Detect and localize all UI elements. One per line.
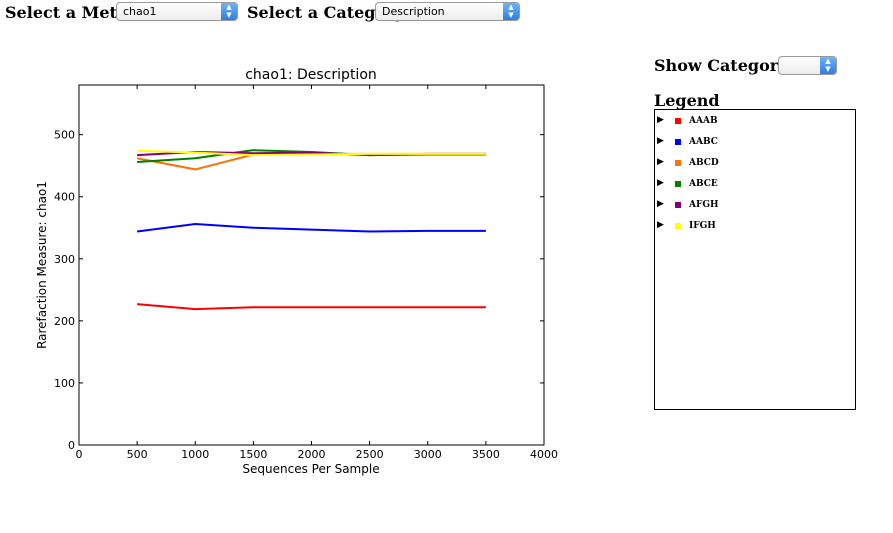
legend-item[interactable]: ▶ ABCD bbox=[655, 156, 845, 170]
legend-swatch bbox=[675, 139, 681, 145]
y-tick-label: 400 bbox=[54, 191, 75, 204]
y-tick-label: 500 bbox=[54, 129, 75, 142]
series-line-ifgh bbox=[137, 149, 486, 157]
x-tick-label: 1000 bbox=[181, 448, 209, 461]
chart-title: chao1: Description bbox=[245, 67, 377, 83]
series-line-aabc bbox=[136, 223, 486, 233]
legend-swatch bbox=[675, 160, 681, 166]
chevron-updown-icon: ▲ ▼ bbox=[221, 3, 237, 20]
chevron-updown-icon: ▲ ▼ bbox=[503, 3, 519, 20]
axis-ticks: 0 500 1000 1500 2000 2500 3000 3500 4000 0 100 200 3… bbox=[54, 85, 558, 461]
category-select-value: Description bbox=[382, 5, 445, 18]
legend-item-label: ABCD bbox=[689, 158, 719, 168]
series-line-aaab bbox=[137, 303, 486, 311]
x-tick-label: 500 bbox=[127, 448, 148, 461]
y-tick-label: 300 bbox=[54, 253, 75, 266]
x-tick-label: 1500 bbox=[239, 448, 267, 461]
legend-swatch bbox=[675, 118, 681, 124]
expand-triangle-icon[interactable]: ▶ bbox=[657, 178, 664, 188]
legend-heading: Legend bbox=[654, 91, 720, 110]
legend-swatch bbox=[675, 223, 681, 229]
legend-item[interactable]: ▶ AAAB bbox=[655, 114, 845, 128]
plot-frame bbox=[78, 84, 545, 446]
x-tick-label: 0 bbox=[76, 448, 83, 461]
metric-select-value: chao1 bbox=[123, 5, 157, 18]
legend-item-label: IFGH bbox=[689, 221, 716, 231]
expand-triangle-icon[interactable]: ▶ bbox=[657, 199, 664, 209]
legend-item-label: ABCE bbox=[689, 179, 718, 189]
legend-item[interactable]: ▶ AABC bbox=[655, 135, 845, 149]
x-tick-label: 3500 bbox=[472, 448, 500, 461]
legend-item-label: AABC bbox=[689, 137, 718, 147]
series-line-abcd bbox=[136, 152, 486, 171]
y-tick-label: 200 bbox=[54, 315, 75, 328]
legend-item-label: AAAB bbox=[689, 116, 718, 126]
show-categories-select[interactable]: ▲ ▼ bbox=[778, 56, 837, 75]
chevron-updown-icon: ▲ ▼ bbox=[820, 57, 836, 74]
legend-item-label: AFGH bbox=[689, 200, 719, 210]
y-tick-label: 100 bbox=[54, 377, 75, 390]
x-tick-label: 2500 bbox=[356, 448, 384, 461]
x-tick-label: 2000 bbox=[298, 448, 326, 461]
legend-item[interactable]: ▶ IFGH bbox=[655, 219, 845, 233]
x-tick-label: 3000 bbox=[414, 448, 442, 461]
legend-item[interactable]: ▶ ABCE bbox=[655, 177, 845, 191]
series-lines bbox=[136, 149, 486, 311]
expand-triangle-icon[interactable]: ▶ bbox=[657, 157, 664, 167]
show-categories-label: Show Categories: bbox=[654, 56, 810, 75]
legend-panel: ▶ AAAB ▶ AABC ▶ ABCD ▶ ABCE ▶ AFGH ▶ IFG… bbox=[654, 109, 856, 410]
metric-select[interactable]: chao1 ▲ ▼ bbox=[116, 2, 238, 21]
x-axis-label: Sequences Per Sample bbox=[242, 462, 379, 476]
expand-triangle-icon[interactable]: ▶ bbox=[657, 115, 664, 125]
expand-triangle-icon[interactable]: ▶ bbox=[657, 220, 664, 230]
legend-item[interactable]: ▶ AFGH bbox=[655, 198, 845, 212]
expand-triangle-icon[interactable]: ▶ bbox=[657, 136, 664, 146]
y-axis-label: Rarefaction Measure: chao1 bbox=[35, 181, 49, 349]
legend-swatch bbox=[675, 202, 681, 208]
metric-label: Select a Metric: bbox=[5, 3, 148, 22]
y-tick-label: 0 bbox=[68, 439, 75, 452]
category-label: Select a Category: bbox=[247, 3, 410, 22]
legend-swatch bbox=[675, 181, 681, 187]
x-tick-label: 4000 bbox=[530, 448, 558, 461]
category-select[interactable]: Description ▲ ▼ bbox=[375, 2, 520, 21]
